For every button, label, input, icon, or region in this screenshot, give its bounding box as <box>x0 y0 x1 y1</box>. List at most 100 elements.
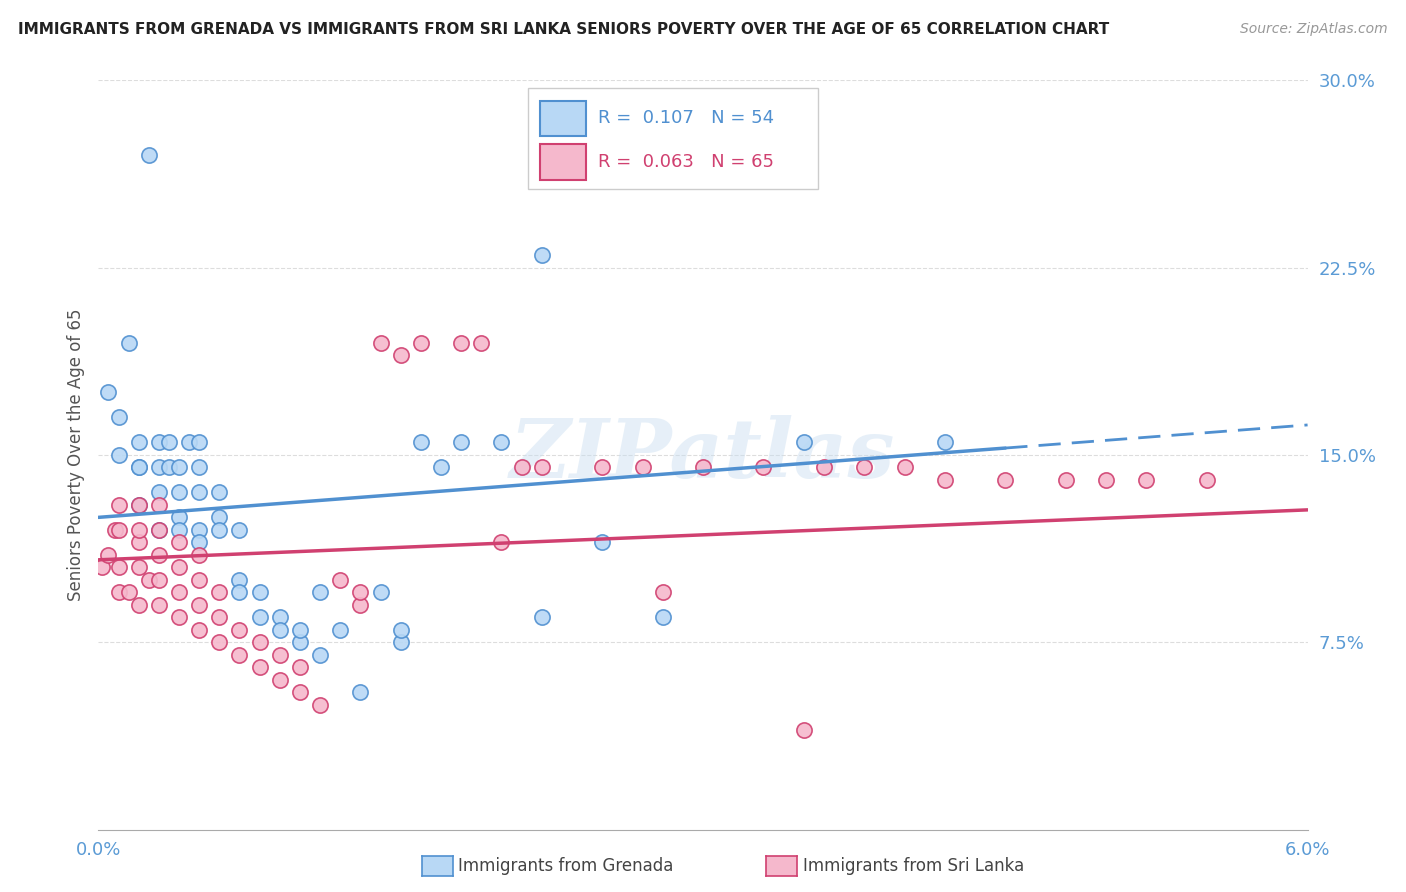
Point <box>188 485 211 500</box>
Point <box>651 610 673 624</box>
Point <box>370 585 392 599</box>
Point <box>107 448 129 462</box>
Point <box>208 610 231 624</box>
Point <box>167 510 190 524</box>
Point <box>269 648 291 662</box>
Point <box>430 460 453 475</box>
Point <box>97 385 120 400</box>
Text: Immigrants from Sri Lanka: Immigrants from Sri Lanka <box>803 857 1024 875</box>
Text: R =  0.063   N = 65: R = 0.063 N = 65 <box>598 153 773 171</box>
Point <box>148 598 170 612</box>
Point <box>288 635 311 649</box>
Point <box>118 585 141 599</box>
Text: Source: ZipAtlas.com: Source: ZipAtlas.com <box>1240 22 1388 37</box>
Point <box>309 648 332 662</box>
Point <box>1195 473 1218 487</box>
Point <box>349 585 371 599</box>
Text: IMMIGRANTS FROM GRENADA VS IMMIGRANTS FROM SRI LANKA SENIORS POVERTY OVER THE AG: IMMIGRANTS FROM GRENADA VS IMMIGRANTS FR… <box>18 22 1109 37</box>
Point <box>249 660 271 674</box>
Point <box>1054 473 1077 487</box>
Point <box>148 485 170 500</box>
Point <box>491 435 513 450</box>
Point <box>148 498 170 512</box>
Point <box>631 460 654 475</box>
Point <box>530 248 553 262</box>
Point <box>1095 473 1118 487</box>
Point <box>167 523 190 537</box>
Point <box>107 560 129 574</box>
Point <box>228 573 250 587</box>
Point <box>288 660 311 674</box>
Point <box>208 523 231 537</box>
Point <box>128 460 150 475</box>
Point <box>893 460 915 475</box>
Point <box>793 435 815 450</box>
Point <box>107 585 129 599</box>
Point <box>269 673 291 687</box>
Point <box>179 435 201 450</box>
Point <box>167 535 190 549</box>
Point <box>389 348 412 362</box>
Point <box>329 573 352 587</box>
Point <box>249 635 271 649</box>
Point <box>128 460 150 475</box>
Text: ZIPatlas: ZIPatlas <box>510 415 896 495</box>
Point <box>288 623 311 637</box>
Point <box>269 610 291 624</box>
Point <box>853 460 876 475</box>
Point <box>138 148 160 162</box>
Point <box>1135 473 1157 487</box>
Point <box>128 523 150 537</box>
Point <box>157 460 180 475</box>
Text: R =  0.107   N = 54: R = 0.107 N = 54 <box>598 110 773 128</box>
Point <box>208 585 231 599</box>
Point <box>450 435 472 450</box>
Point <box>107 410 129 425</box>
Point <box>591 535 613 549</box>
FancyBboxPatch shape <box>527 87 818 189</box>
Point <box>994 473 1017 487</box>
Point <box>148 548 170 562</box>
Point <box>530 460 553 475</box>
Point <box>188 623 211 637</box>
Point <box>118 335 141 350</box>
Point <box>228 523 250 537</box>
Point <box>128 498 150 512</box>
Point <box>208 485 231 500</box>
Point <box>389 635 412 649</box>
Point <box>138 573 160 587</box>
Point <box>249 610 271 624</box>
Point <box>148 523 170 537</box>
Point <box>309 585 332 599</box>
Point <box>591 460 613 475</box>
Point <box>228 623 250 637</box>
Point <box>188 460 211 475</box>
Point <box>128 435 150 450</box>
Point <box>188 598 211 612</box>
Point <box>167 460 190 475</box>
Point <box>349 598 371 612</box>
Point <box>288 685 311 699</box>
Point <box>128 498 150 512</box>
Point <box>107 498 129 512</box>
Point <box>148 523 170 537</box>
Point <box>530 610 553 624</box>
Point <box>309 698 332 712</box>
Point <box>167 610 190 624</box>
Point <box>409 435 432 450</box>
Point <box>128 535 150 549</box>
Point <box>470 335 492 350</box>
Y-axis label: Seniors Poverty Over the Age of 65: Seniors Poverty Over the Age of 65 <box>66 309 84 601</box>
Point <box>128 598 150 612</box>
Point <box>389 623 412 637</box>
Point <box>97 548 120 562</box>
Point <box>934 473 956 487</box>
Point <box>651 585 673 599</box>
Point <box>370 335 392 350</box>
Point <box>188 523 211 537</box>
FancyBboxPatch shape <box>540 101 586 136</box>
Point <box>450 335 472 350</box>
Point <box>813 460 835 475</box>
Point <box>228 648 250 662</box>
Text: Immigrants from Grenada: Immigrants from Grenada <box>458 857 673 875</box>
